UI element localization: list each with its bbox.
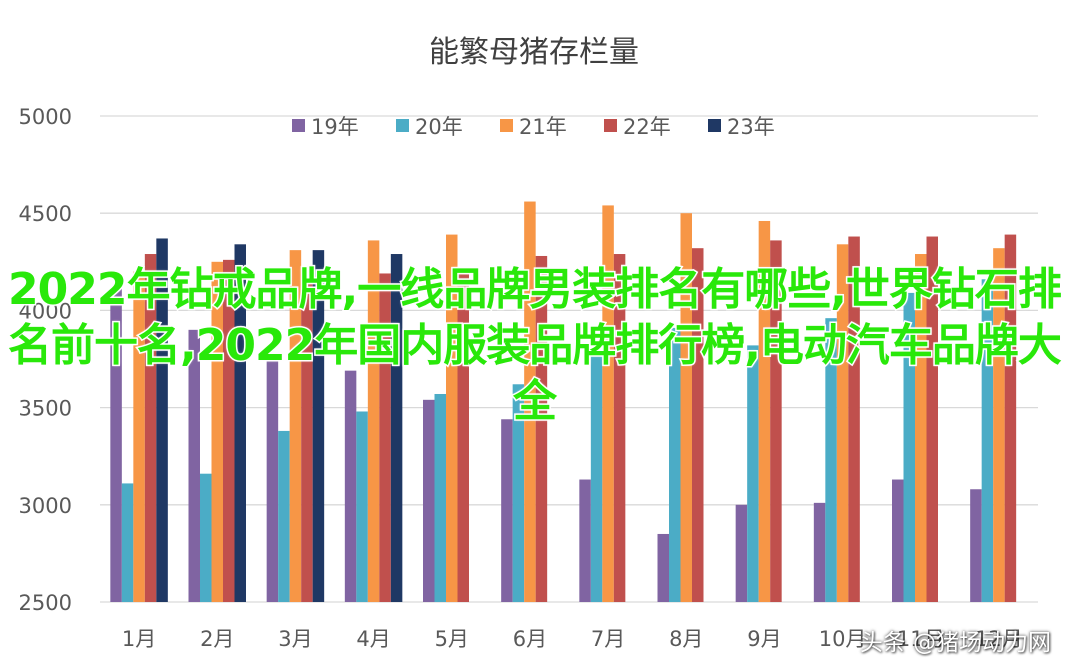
bar-20年-3月 [278, 430, 290, 602]
legend-label: 20年 [415, 115, 463, 139]
bar-22年-7月 [613, 254, 626, 603]
bar-19年-8月 [657, 533, 669, 602]
x-tick-label: 5月 [435, 627, 469, 651]
bar-21年-9月 [758, 220, 771, 602]
bar-21年-10月 [836, 244, 849, 602]
x-tick-label: 9月 [747, 627, 781, 651]
legend-label: 19年 [311, 115, 359, 139]
bar-23年-3月 [312, 250, 325, 603]
x-tick-label: 1月 [122, 627, 156, 651]
bar-22年-3月 [301, 275, 313, 602]
bar-20年-9月 [747, 345, 759, 602]
legend-swatch [708, 119, 721, 132]
bar-19年-4月 [344, 370, 357, 602]
bar-21年-7月 [602, 205, 614, 602]
x-tick-label: 3月 [278, 627, 312, 651]
bar-19年-3月 [266, 353, 279, 602]
bar-22年-5月 [457, 273, 469, 602]
x-tick-label: 7月 [591, 627, 625, 651]
legend-swatch [292, 119, 305, 132]
y-tick-label: 3000 [19, 494, 72, 518]
legend-swatch [396, 119, 409, 132]
bar-20年-5月 [434, 393, 446, 602]
bar-21年-11月 [915, 254, 927, 603]
bar-20年-7月 [590, 355, 603, 602]
bar-22年-8月 [692, 248, 704, 602]
x-tick-label: 10月 [819, 627, 867, 651]
bar-22年-6月 [535, 255, 548, 602]
bar-20年-8月 [669, 327, 681, 602]
y-axis-ticks: 2500 3000 3500 4000 4500 5000 [19, 105, 72, 615]
legend-label: 22年 [623, 115, 671, 139]
bar-21年-5月 [446, 234, 458, 603]
bar-21年-3月 [289, 250, 302, 603]
bar-20年-4月 [356, 411, 368, 602]
y-tick-label: 3500 [19, 397, 72, 421]
bar-19年-1月 [110, 289, 122, 602]
bar-20年-1月 [121, 483, 134, 602]
bar-19年-7月 [579, 479, 591, 602]
bar-20年-10月 [825, 318, 837, 602]
legend-swatch [604, 119, 617, 132]
bar-21年-1月 [133, 271, 145, 602]
x-tick-label: 6月 [513, 627, 547, 651]
bar-20年-11月 [903, 292, 915, 602]
bar-22年-12月 [1004, 234, 1017, 603]
bar-21年-2月 [211, 261, 223, 602]
bar-19年-12月 [970, 489, 982, 602]
bar-23年-2月 [234, 244, 246, 602]
bar-23年-1月 [156, 238, 168, 603]
bar-23年-4月 [390, 254, 403, 603]
bar-22年-10月 [848, 236, 860, 602]
x-tick-label: 12月 [975, 627, 1023, 651]
bar-20年-12月 [981, 279, 994, 602]
bar-19年-6月 [501, 419, 513, 602]
bar-21年-4月 [367, 240, 380, 602]
x-tick-label: 4月 [356, 627, 390, 651]
bar-20年-6月 [512, 384, 525, 602]
bar-22年-11月 [926, 236, 938, 602]
y-tick-label: 5000 [19, 105, 72, 129]
bar-19年-5月 [423, 399, 435, 602]
x-axis-ticks: 1月 2月 3月 4月 5月 6月 7月 8月 9月 10月 11月 12月 [122, 627, 1023, 651]
chart-title: 能繁母猪存栏量 [429, 35, 639, 70]
bar-22年-9月 [770, 240, 782, 602]
x-tick-label: 11月 [897, 627, 945, 651]
x-tick-label: 2月 [200, 627, 234, 651]
bar-19年-10月 [813, 502, 826, 602]
legend-label: 21年 [519, 115, 567, 139]
bar-22年-1月 [144, 254, 157, 603]
y-tick-label: 2500 [19, 591, 72, 615]
bar-21年-8月 [680, 213, 692, 602]
gridlines [100, 115, 1038, 603]
legend: 19年 20年 21年 22年 23年 [292, 115, 775, 139]
watermark: 头条 @猪场动力网 [859, 630, 1051, 656]
y-tick-label: 4500 [19, 202, 72, 226]
bar-21年-6月 [524, 201, 536, 602]
bar-22年-4月 [379, 273, 391, 602]
legend-label: 23年 [727, 115, 775, 139]
bar-19年-11月 [892, 479, 904, 602]
legend-swatch [500, 119, 513, 132]
y-tick-label: 4000 [19, 299, 72, 323]
bar-19年-9月 [735, 504, 748, 602]
bar-21年-12月 [993, 248, 1005, 602]
bars [110, 201, 1017, 603]
x-tick-label: 8月 [669, 627, 703, 651]
bar-22年-2月 [223, 259, 235, 602]
bar-19年-2月 [188, 329, 200, 602]
bar-20年-2月 [200, 473, 212, 602]
